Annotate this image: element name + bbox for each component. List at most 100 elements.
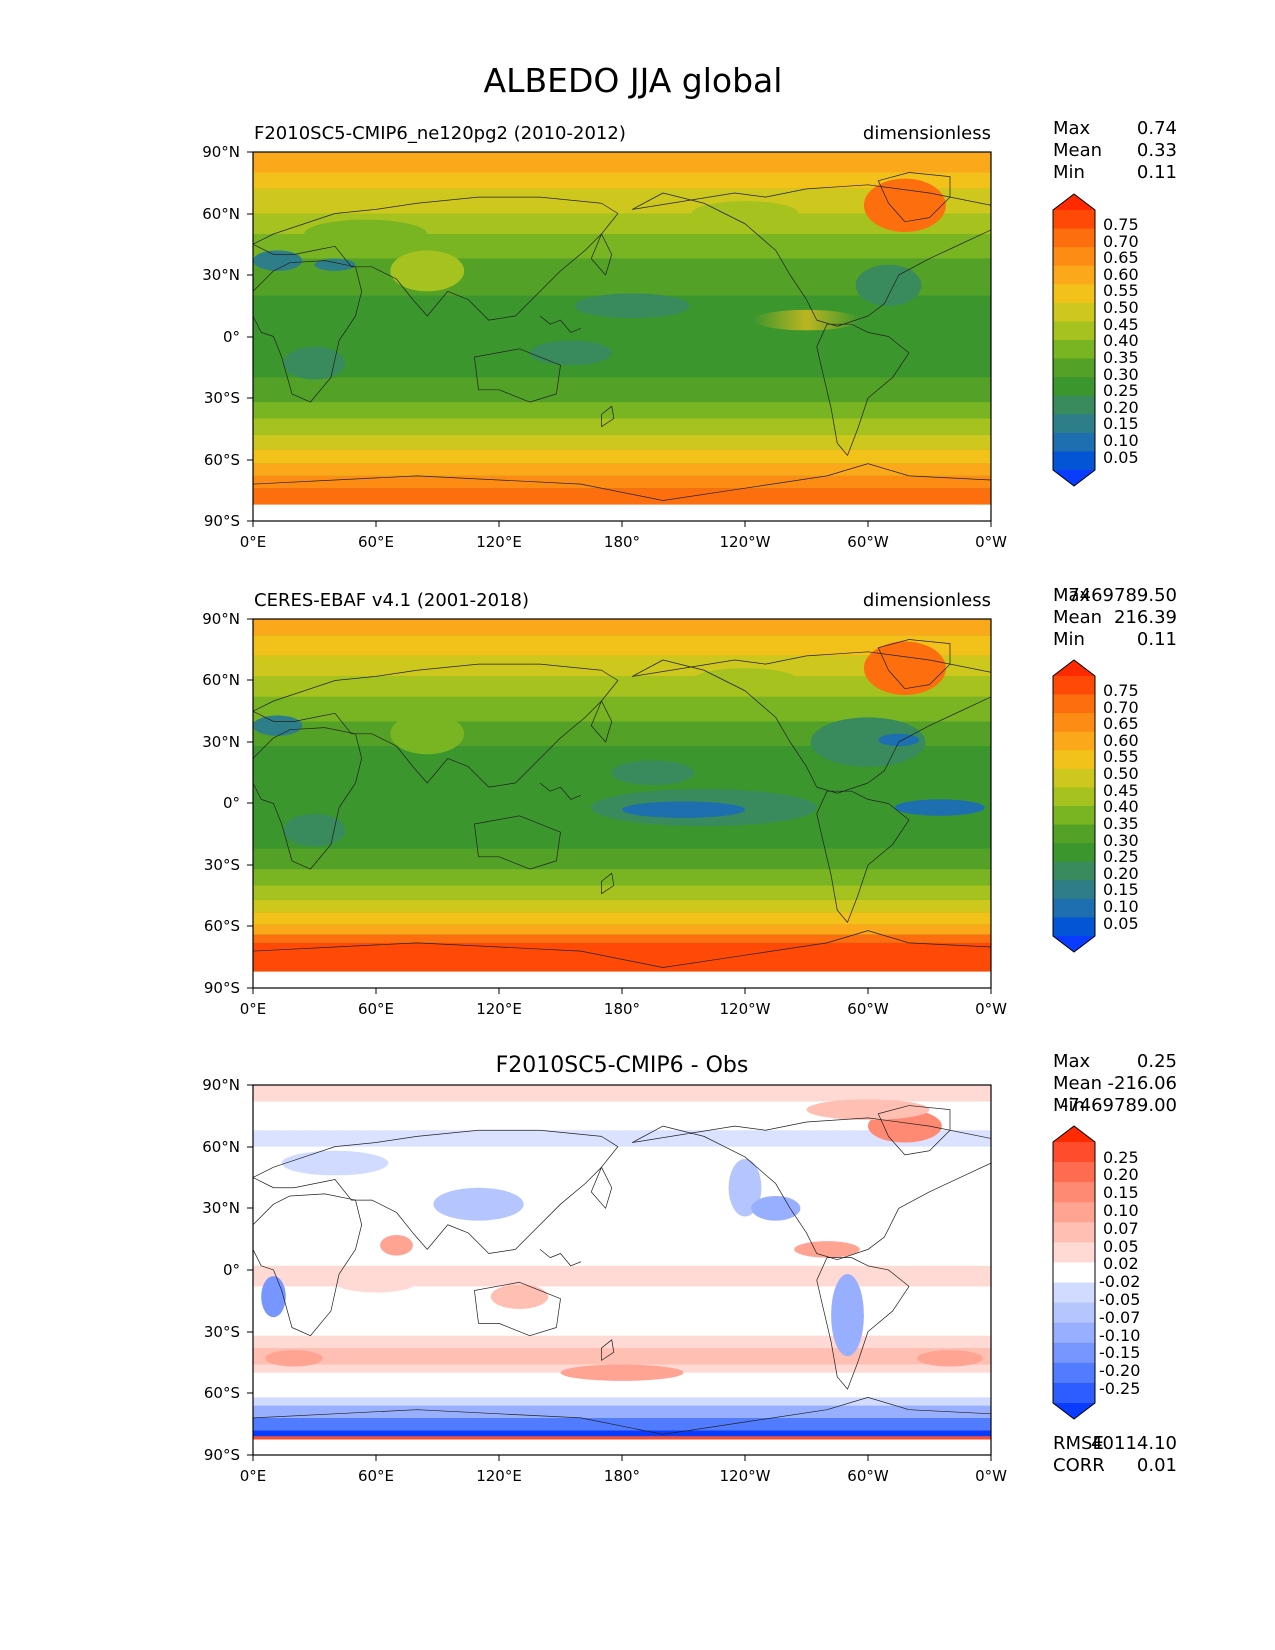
panel-diff: F2010SC5-CMIP6 - Obs	[202, 1051, 1177, 1485]
x-tick-label: 180°	[604, 1000, 640, 1018]
y-tick-labels: 90°N 60°N 30°N 0° 30°S 60°S 90°S	[202, 143, 240, 530]
y-tick-label: 90°S	[204, 979, 240, 997]
panel-obs: CERES-EBAF v4.1 (2001-2018) dimensionles…	[202, 585, 1177, 1018]
colorbar-label: -0.02	[1099, 1272, 1140, 1291]
y-tick-labels: 90°N 60°N 30°N 0° 30°S 60°S 90°S	[202, 1076, 240, 1464]
colorbar-label: 0.15	[1103, 1183, 1139, 1202]
x-tick-label: 60°W	[847, 1467, 889, 1485]
x-ticks	[252, 1455, 992, 1461]
colorbar-label: 0.50	[1103, 298, 1139, 317]
x-tick-label: 180°	[604, 533, 640, 551]
colorbar-segment	[1053, 1142, 1095, 1163]
colorbar-label: 0.60	[1103, 265, 1139, 284]
stat-value: 0.25	[1137, 1051, 1177, 1072]
x-tick-label: 120°E	[476, 1000, 522, 1018]
colorbar-label: 0.75	[1103, 215, 1139, 234]
colorbar-segment	[1053, 676, 1095, 696]
y-tick-label: 0°	[223, 1261, 240, 1279]
colorbar-segment	[1053, 358, 1095, 378]
colorbar-label: 0.10	[1103, 1201, 1139, 1220]
colorbar-label: 0.45	[1103, 315, 1139, 334]
colorbar-segment	[1053, 880, 1095, 900]
colorbar-segment	[1053, 321, 1095, 341]
y-tick-label: 30°N	[202, 1199, 240, 1217]
x-tick-label: 120°E	[476, 533, 522, 551]
x-tick-label: 60°E	[358, 1467, 394, 1485]
colorbar-label: 0.65	[1103, 714, 1139, 733]
colorbar-segment	[1053, 432, 1095, 453]
x-tick-label: 0°W	[975, 1000, 1007, 1018]
colorbar-label: 0.07	[1103, 1219, 1139, 1238]
colorbar	[1052, 1125, 1096, 1420]
y-tick-label: 90°N	[202, 1076, 240, 1094]
colorbar-labels: 0.75 0.70 0.65 0.60 0.55 0.50 0.45 0.40 …	[1103, 215, 1139, 467]
colorbar-label: 0.55	[1103, 747, 1139, 766]
colorbar-label: 0.25	[1103, 1148, 1139, 1167]
colorbar-segment	[1053, 1362, 1095, 1384]
colorbar-segment	[1053, 1242, 1095, 1264]
albedo-map-model	[253, 152, 991, 521]
y-ticks	[247, 1084, 253, 1456]
x-tick-label: 180°	[604, 1467, 640, 1485]
stat-value: 40114.10	[1091, 1433, 1177, 1454]
colorbar-label: 0.15	[1103, 414, 1139, 433]
colorbar-label: -0.20	[1099, 1361, 1140, 1380]
colorbar-label: 0.30	[1103, 831, 1139, 850]
stat-value: -7469789.00	[1062, 1095, 1177, 1116]
colorbar-segment	[1053, 228, 1095, 248]
y-tick-label: 30°S	[204, 1323, 240, 1341]
colorbar-segment	[1053, 843, 1095, 863]
colorbar-label: 0.10	[1103, 897, 1139, 916]
x-tick-label: 60°E	[358, 533, 394, 551]
colorbar-label: 0.02	[1103, 1254, 1139, 1273]
colorbar-segment	[1053, 917, 1095, 937]
colorbar-segment	[1053, 395, 1095, 415]
colorbar-label: -0.07	[1099, 1308, 1140, 1327]
colorbar-label: 0.35	[1103, 348, 1139, 367]
colorbar-segment	[1053, 1382, 1095, 1404]
stat-value: 7469789.50	[1068, 585, 1177, 606]
colorbar-label: 0.05	[1103, 914, 1139, 933]
colorbar-outline	[1052, 193, 1096, 487]
y-tick-label: 90°S	[204, 512, 240, 530]
colorbar-extend-min	[1053, 936, 1095, 952]
panel-model: F2010SC5-CMIP6_ne120pg2 (2010-2012) dime…	[202, 118, 1177, 551]
colorbar-label: 0.05	[1103, 448, 1139, 467]
colorbar-segment	[1053, 451, 1095, 471]
panel-title-left: CERES-EBAF v4.1 (2001-2018)	[254, 590, 529, 611]
y-tick-label: 60°S	[204, 1384, 240, 1402]
colorbar-label: 0.45	[1103, 781, 1139, 800]
x-tick-labels: 0°E 60°E 120°E 180° 120°W 60°W 0°W	[240, 533, 1007, 551]
error-stats: RMSE 40114.10 CORR 0.01	[1053, 1433, 1177, 1476]
x-tick-labels: 0°E 60°E 120°E 180° 120°W 60°W 0°W	[240, 1000, 1007, 1018]
panel-units: dimensionless	[863, 123, 991, 144]
y-ticks	[247, 618, 253, 989]
colorbar-label: -0.15	[1099, 1343, 1140, 1362]
coastlines	[253, 1105, 991, 1435]
stat-value: 0.01	[1137, 1455, 1177, 1476]
y-tick-label: 0°	[223, 794, 240, 812]
y-tick-label: 90°S	[204, 1446, 240, 1464]
y-tick-labels: 90°N 60°N 30°N 0° 30°S 60°S 90°S	[202, 610, 240, 997]
x-tick-label: 0°W	[975, 533, 1007, 551]
colorbar-segment	[1053, 1222, 1095, 1243]
colorbar-segment	[1053, 1282, 1095, 1304]
stats-block: Max 0.74 Mean 0.33 Min 0.11	[1053, 118, 1177, 183]
colorbar-segment	[1053, 265, 1095, 285]
colorbar-segment	[1053, 898, 1095, 919]
panel-units: dimensionless	[863, 590, 991, 611]
colorbar-segment	[1053, 750, 1095, 770]
stats-block: Max 7469789.50 Mean 216.39 Min 0.11	[1053, 585, 1177, 650]
y-tick-label: 60°S	[204, 917, 240, 935]
colorbar-label: 0.25	[1103, 381, 1139, 400]
y-tick-label: 30°S	[204, 856, 240, 874]
stat-label: RMSE	[1053, 1433, 1104, 1454]
colorbar-extend-min	[1053, 470, 1095, 486]
y-tick-label: 90°N	[202, 610, 240, 628]
colorbar-labels: 0.75 0.70 0.65 0.60 0.55 0.50 0.45 0.40 …	[1103, 681, 1139, 933]
coastlines	[253, 639, 991, 968]
stat-label: Max	[1053, 1051, 1091, 1072]
colorbar-extend-min	[1053, 1403, 1095, 1419]
colorbar	[1052, 659, 1096, 953]
